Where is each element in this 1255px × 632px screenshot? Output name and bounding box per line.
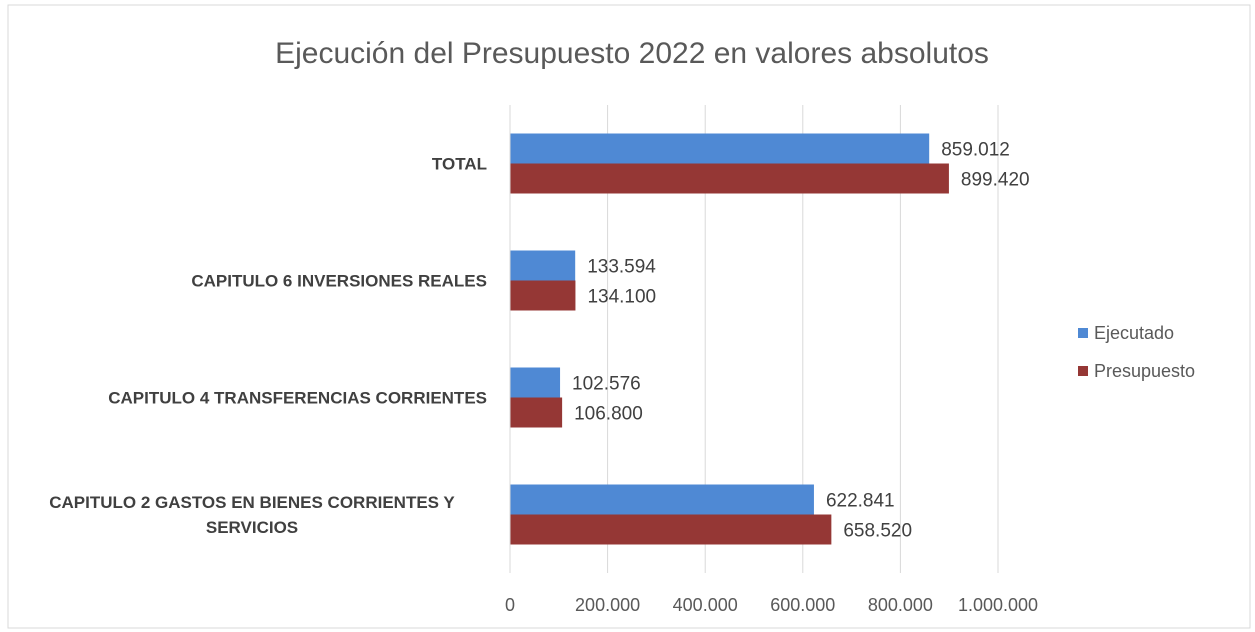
x-tick-label: 400.000 bbox=[673, 595, 738, 615]
x-tick-label: 200.000 bbox=[575, 595, 640, 615]
bar bbox=[510, 514, 832, 545]
y-tick-label: CAPITULO 4 TRANSFERENCIAS CORRIENTES bbox=[108, 388, 487, 407]
data-label: 899.420 bbox=[961, 170, 1030, 191]
bar bbox=[510, 397, 563, 428]
bar bbox=[510, 280, 576, 311]
legend-label: Ejecutado bbox=[1094, 323, 1174, 343]
chart-title: Ejecución del Presupuesto 2022 en valore… bbox=[275, 37, 989, 70]
legend-label: Presupuesto bbox=[1094, 361, 1195, 381]
y-tick-label: TOTAL bbox=[431, 154, 487, 173]
legend-swatch bbox=[1078, 328, 1088, 338]
x-tick-label: 800.000 bbox=[868, 595, 933, 615]
data-label: 658.520 bbox=[843, 521, 912, 542]
legend-swatch bbox=[1078, 366, 1088, 376]
bar bbox=[510, 163, 949, 194]
y-tick-label: CAPITULO 6 INVERSIONES REALES bbox=[191, 271, 487, 290]
x-tick-label: 600.000 bbox=[770, 595, 835, 615]
bar bbox=[510, 484, 814, 515]
data-label: 102.576 bbox=[572, 374, 641, 395]
data-label: 622.841 bbox=[826, 491, 895, 512]
bar bbox=[510, 367, 561, 398]
data-label: 859.012 bbox=[941, 140, 1010, 161]
x-tick-label: 1.000.000 bbox=[958, 595, 1038, 615]
bar bbox=[510, 250, 576, 281]
data-label: 133.594 bbox=[587, 257, 656, 278]
bar bbox=[510, 133, 930, 164]
x-tick-label: 0 bbox=[505, 595, 515, 615]
data-label: 106.800 bbox=[574, 404, 643, 425]
data-label: 134.100 bbox=[587, 287, 656, 308]
y-tick-label: CAPITULO 2 GASTOS EN BIENES CORRIENTES Y… bbox=[49, 492, 455, 537]
